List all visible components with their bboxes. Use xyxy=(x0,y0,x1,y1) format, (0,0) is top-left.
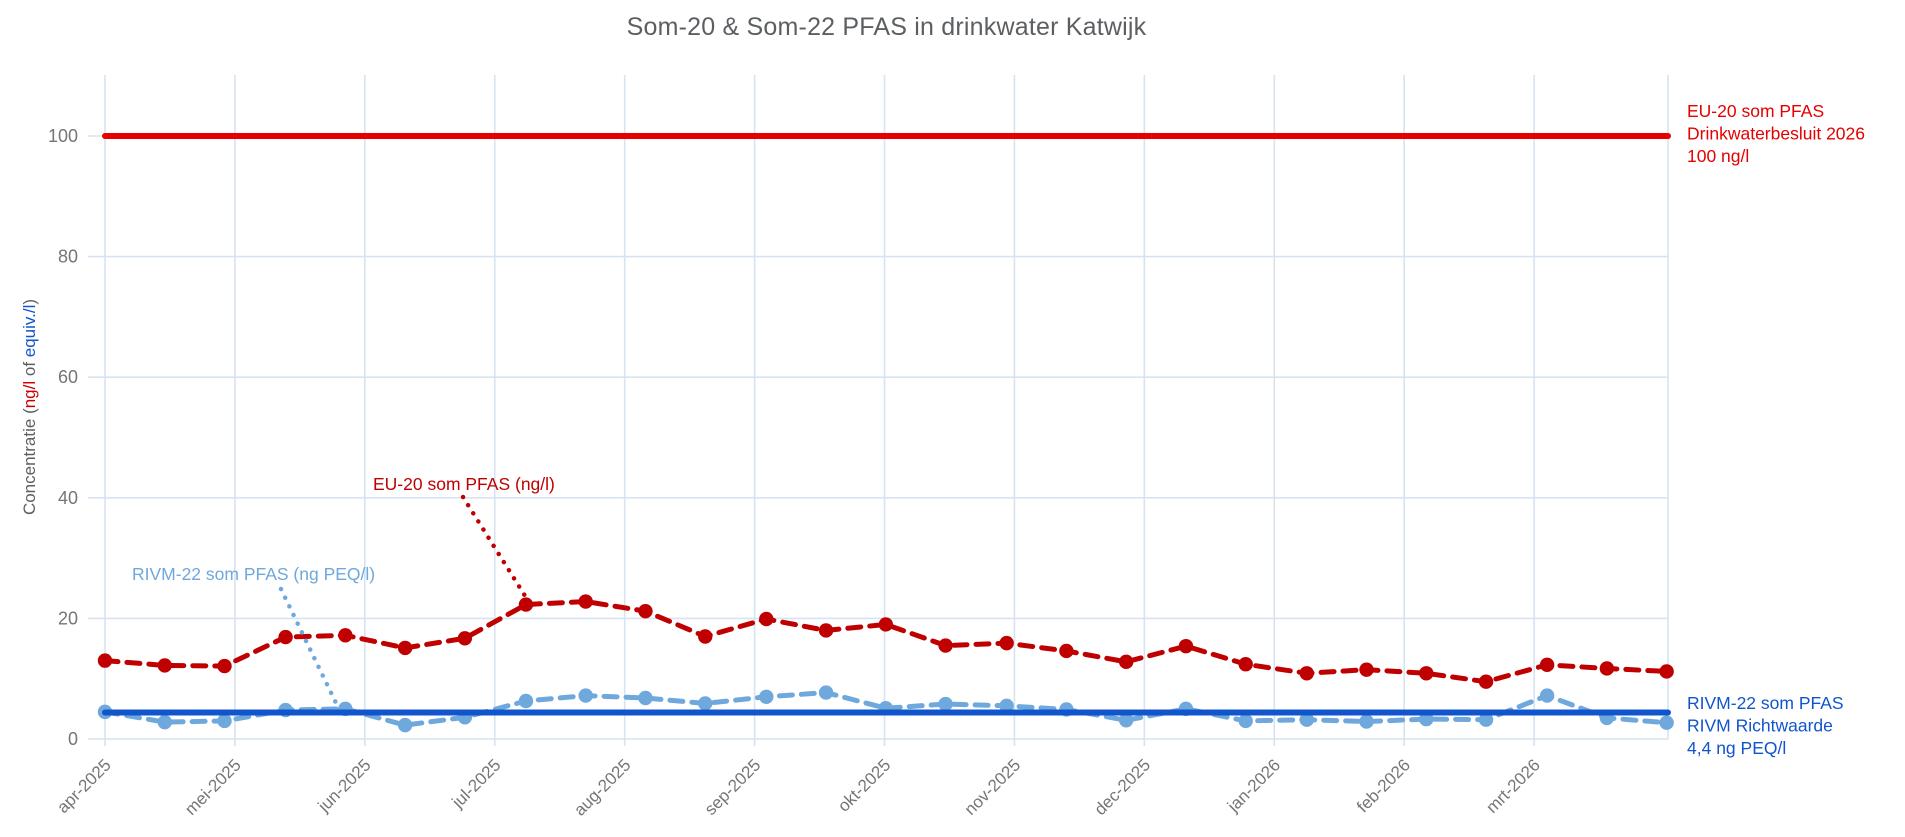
rivm22-data-point[interactable] xyxy=(818,685,834,700)
rivm22-limit-label-line: 4,4 ng PEQ/l xyxy=(1687,738,1786,758)
eu20-data-point[interactable] xyxy=(759,611,774,627)
rivm22-limit-label-line: RIVM-22 som PFAS xyxy=(1687,693,1844,713)
eu20-limit-label-line: Drinkwaterbesluit 2026 xyxy=(1687,124,1865,144)
eu20-data-point[interactable] xyxy=(97,653,113,668)
x-tick-label: apr-2025 xyxy=(53,755,115,817)
y-tick-label: 100 xyxy=(48,126,78,146)
rivm22-data-point[interactable] xyxy=(938,696,953,712)
rivm22-data-point[interactable] xyxy=(1539,688,1555,703)
rivm22-data-point[interactable] xyxy=(1238,713,1253,729)
rivm22-data-point[interactable] xyxy=(1419,711,1434,727)
x-tick-label: mei-2025 xyxy=(181,755,245,819)
rivm22-data-point[interactable] xyxy=(999,698,1014,714)
rivm22-data-point[interactable] xyxy=(217,713,232,729)
eu20-data-point[interactable] xyxy=(1299,666,1314,681)
rivm22-data-point[interactable] xyxy=(1659,715,1674,730)
rivm22-data-point[interactable] xyxy=(1299,712,1314,727)
eu20-data-point[interactable] xyxy=(397,640,413,656)
eu20-data-point[interactable] xyxy=(278,629,293,645)
x-tick-label: jul-2025 xyxy=(448,755,505,812)
x-tick-label: jan-2026 xyxy=(1223,755,1284,816)
eu20-limit-label-line: 100 ng/l xyxy=(1687,146,1749,166)
eu20-data-point[interactable] xyxy=(338,628,353,643)
eu20-annotation-label: EU-20 som PFAS (ng/l) xyxy=(373,474,555,494)
rivm22-annotation-label: RIVM-22 som PFAS (ng PEQ/l) xyxy=(132,564,375,584)
x-tick-label: okt-2025 xyxy=(834,755,894,815)
eu20-data-point[interactable] xyxy=(999,635,1014,651)
x-tick-label: feb-2026 xyxy=(1353,755,1414,816)
rivm22-data-point[interactable] xyxy=(638,690,653,706)
eu20-data-point[interactable] xyxy=(1478,674,1494,689)
rivm22-data-point[interactable] xyxy=(518,693,534,709)
eu20-data-point[interactable] xyxy=(818,623,834,638)
eu20-data-point[interactable] xyxy=(518,597,534,612)
y-axis-title: Concentratie (ng/l of equiv./l) xyxy=(20,299,39,515)
rivm22-data-point[interactable] xyxy=(1359,714,1374,729)
y-tick-label: 60 xyxy=(58,367,78,387)
eu20-data-point[interactable] xyxy=(698,629,713,644)
eu20-data-point[interactable] xyxy=(638,603,653,619)
rivm22-data-point[interactable] xyxy=(397,717,413,733)
eu20-data-point[interactable] xyxy=(1419,666,1434,681)
eu20-series-line xyxy=(102,599,1670,685)
rivm22-data-point[interactable] xyxy=(698,696,713,711)
eu20-data-point[interactable] xyxy=(1659,664,1674,679)
y-tick-label: 0 xyxy=(68,729,78,749)
x-tick-label: mrt-2026 xyxy=(1482,755,1544,817)
eu20-data-point[interactable] xyxy=(938,638,953,653)
eu20-data-point[interactable] xyxy=(578,594,593,609)
rivm22-annotation-leader xyxy=(278,586,339,706)
rivm22-data-point[interactable] xyxy=(759,689,774,704)
x-tick-label: jun-2025 xyxy=(314,755,375,816)
eu20-annotation-leader xyxy=(460,494,530,602)
y-tick-label: 20 xyxy=(58,608,78,628)
rivm22-limit-label-line: RIVM Richtwaarde xyxy=(1687,716,1833,736)
eu20-data-point[interactable] xyxy=(1238,657,1253,672)
y-tick-label: 40 xyxy=(58,488,78,508)
eu20-data-point[interactable] xyxy=(878,617,894,632)
eu20-data-point[interactable] xyxy=(217,658,232,674)
rivm22-data-point[interactable] xyxy=(1478,712,1494,727)
x-tick-label: dec-2025 xyxy=(1091,755,1155,819)
eu20-limit-label-line: EU-20 som PFAS xyxy=(1687,101,1824,121)
rivm22-data-point[interactable] xyxy=(157,714,172,730)
eu20-data-point[interactable] xyxy=(1118,654,1134,670)
x-tick-label: nov-2025 xyxy=(961,755,1025,819)
chart-title: Som-20 & Som-22 PFAS in drinkwater Katwi… xyxy=(626,13,1147,41)
eu20-data-point[interactable] xyxy=(1059,643,1074,659)
eu20-data-point[interactable] xyxy=(157,658,172,673)
x-tick-label: sep-2025 xyxy=(701,755,765,819)
rivm22-data-point[interactable] xyxy=(1118,713,1134,728)
y-tick-label: 80 xyxy=(58,247,78,267)
eu20-data-point[interactable] xyxy=(457,631,473,646)
eu20-data-point[interactable] xyxy=(1359,662,1374,677)
rivm22-data-point[interactable] xyxy=(578,688,593,703)
eu20-data-point[interactable] xyxy=(1178,638,1194,654)
eu20-data-point[interactable] xyxy=(1539,657,1555,673)
x-tick-label: aug-2025 xyxy=(570,755,634,819)
eu20-data-point[interactable] xyxy=(1599,661,1615,676)
